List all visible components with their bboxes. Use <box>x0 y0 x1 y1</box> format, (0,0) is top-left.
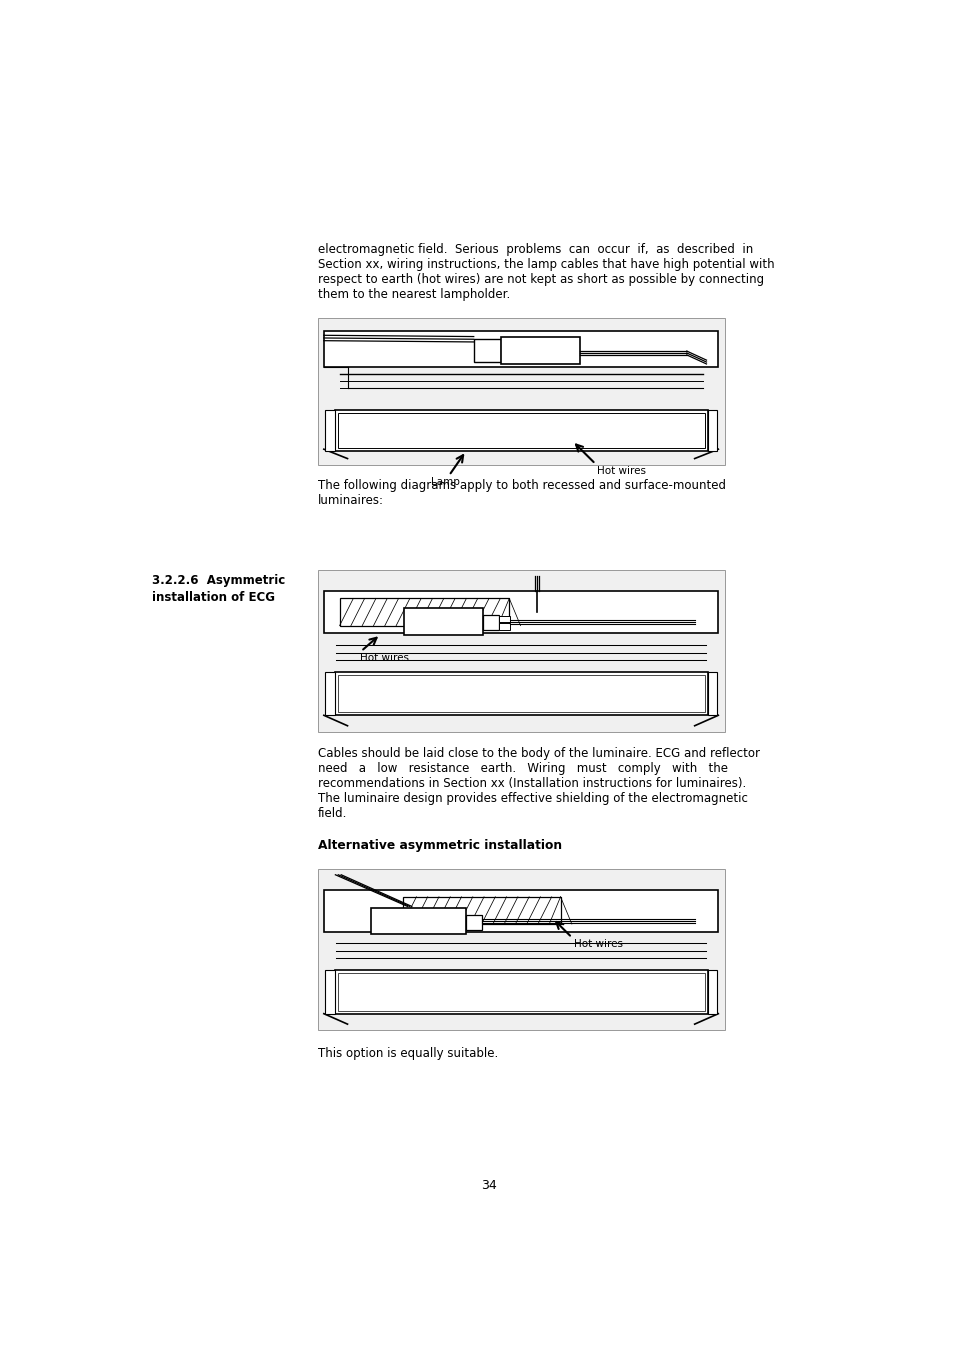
Text: Lamp: Lamp <box>430 477 459 488</box>
Bar <box>482 615 498 630</box>
Polygon shape <box>323 449 347 458</box>
Text: luminaires:: luminaires: <box>317 493 383 507</box>
Polygon shape <box>694 449 718 458</box>
Text: Section xx, wiring instructions, the lamp cables that have high potential with: Section xx, wiring instructions, the lam… <box>317 258 774 272</box>
Bar <box>324 409 335 451</box>
Text: Hot wires: Hot wires <box>597 466 645 476</box>
Text: field.: field. <box>317 808 347 820</box>
Bar <box>498 623 509 630</box>
Bar <box>474 339 501 362</box>
Bar <box>323 592 718 634</box>
Bar <box>501 336 579 363</box>
Text: The following diagrams apply to both recessed and surface-mounted: The following diagrams apply to both rec… <box>317 478 725 492</box>
Text: Cables should be laid close to the body of the luminaire. ECG and reflector: Cables should be laid close to the body … <box>317 747 759 761</box>
Text: This option is equally suitable.: This option is equally suitable. <box>317 1047 497 1061</box>
Polygon shape <box>694 715 718 725</box>
Text: installation of ECG: installation of ECG <box>152 592 274 604</box>
Bar <box>317 319 723 465</box>
Bar <box>465 916 481 929</box>
Text: electromagnetic field.  Serious  problems  can  occur  if,  as  described  in: electromagnetic field. Serious problems … <box>317 243 752 255</box>
Text: Alternative asymmetric installation: Alternative asymmetric installation <box>317 839 561 852</box>
Bar <box>324 671 335 716</box>
Text: 3.2.2.6  Asymmetric: 3.2.2.6 Asymmetric <box>152 574 285 588</box>
Bar <box>335 970 707 1013</box>
Polygon shape <box>694 1013 718 1024</box>
Text: respect to earth (hot wires) are not kept as short as possible by connecting: respect to earth (hot wires) are not kep… <box>317 273 763 286</box>
Bar <box>323 331 718 367</box>
Bar <box>707 409 717 451</box>
Polygon shape <box>323 715 347 725</box>
Bar <box>339 598 509 626</box>
Bar <box>371 908 465 934</box>
Bar <box>335 409 707 451</box>
Bar <box>317 570 723 732</box>
Bar <box>337 973 703 1011</box>
Text: The luminaire design provides effective shielding of the electromagnetic: The luminaire design provides effective … <box>317 793 747 805</box>
Text: them to the nearest lampholder.: them to the nearest lampholder. <box>317 288 509 301</box>
Text: Hot wires: Hot wires <box>573 939 622 950</box>
Text: recommendations in Section xx (Installation instructions for luminaires).: recommendations in Section xx (Installat… <box>317 777 745 790</box>
Bar <box>323 890 718 932</box>
Bar <box>402 897 560 924</box>
Bar <box>707 671 717 716</box>
Bar <box>498 616 509 623</box>
Bar <box>335 671 707 716</box>
Bar <box>707 970 717 1013</box>
Text: 34: 34 <box>480 1179 497 1193</box>
Text: need   a   low   resistance   earth.   Wiring   must   comply   with   the: need a low resistance earth. Wiring must… <box>317 762 727 775</box>
Bar <box>337 413 703 447</box>
Text: Hot wires: Hot wires <box>360 653 409 663</box>
Polygon shape <box>323 1013 347 1024</box>
Bar <box>404 608 482 635</box>
Bar <box>337 676 703 712</box>
Bar <box>317 869 723 1031</box>
Bar <box>324 970 335 1013</box>
